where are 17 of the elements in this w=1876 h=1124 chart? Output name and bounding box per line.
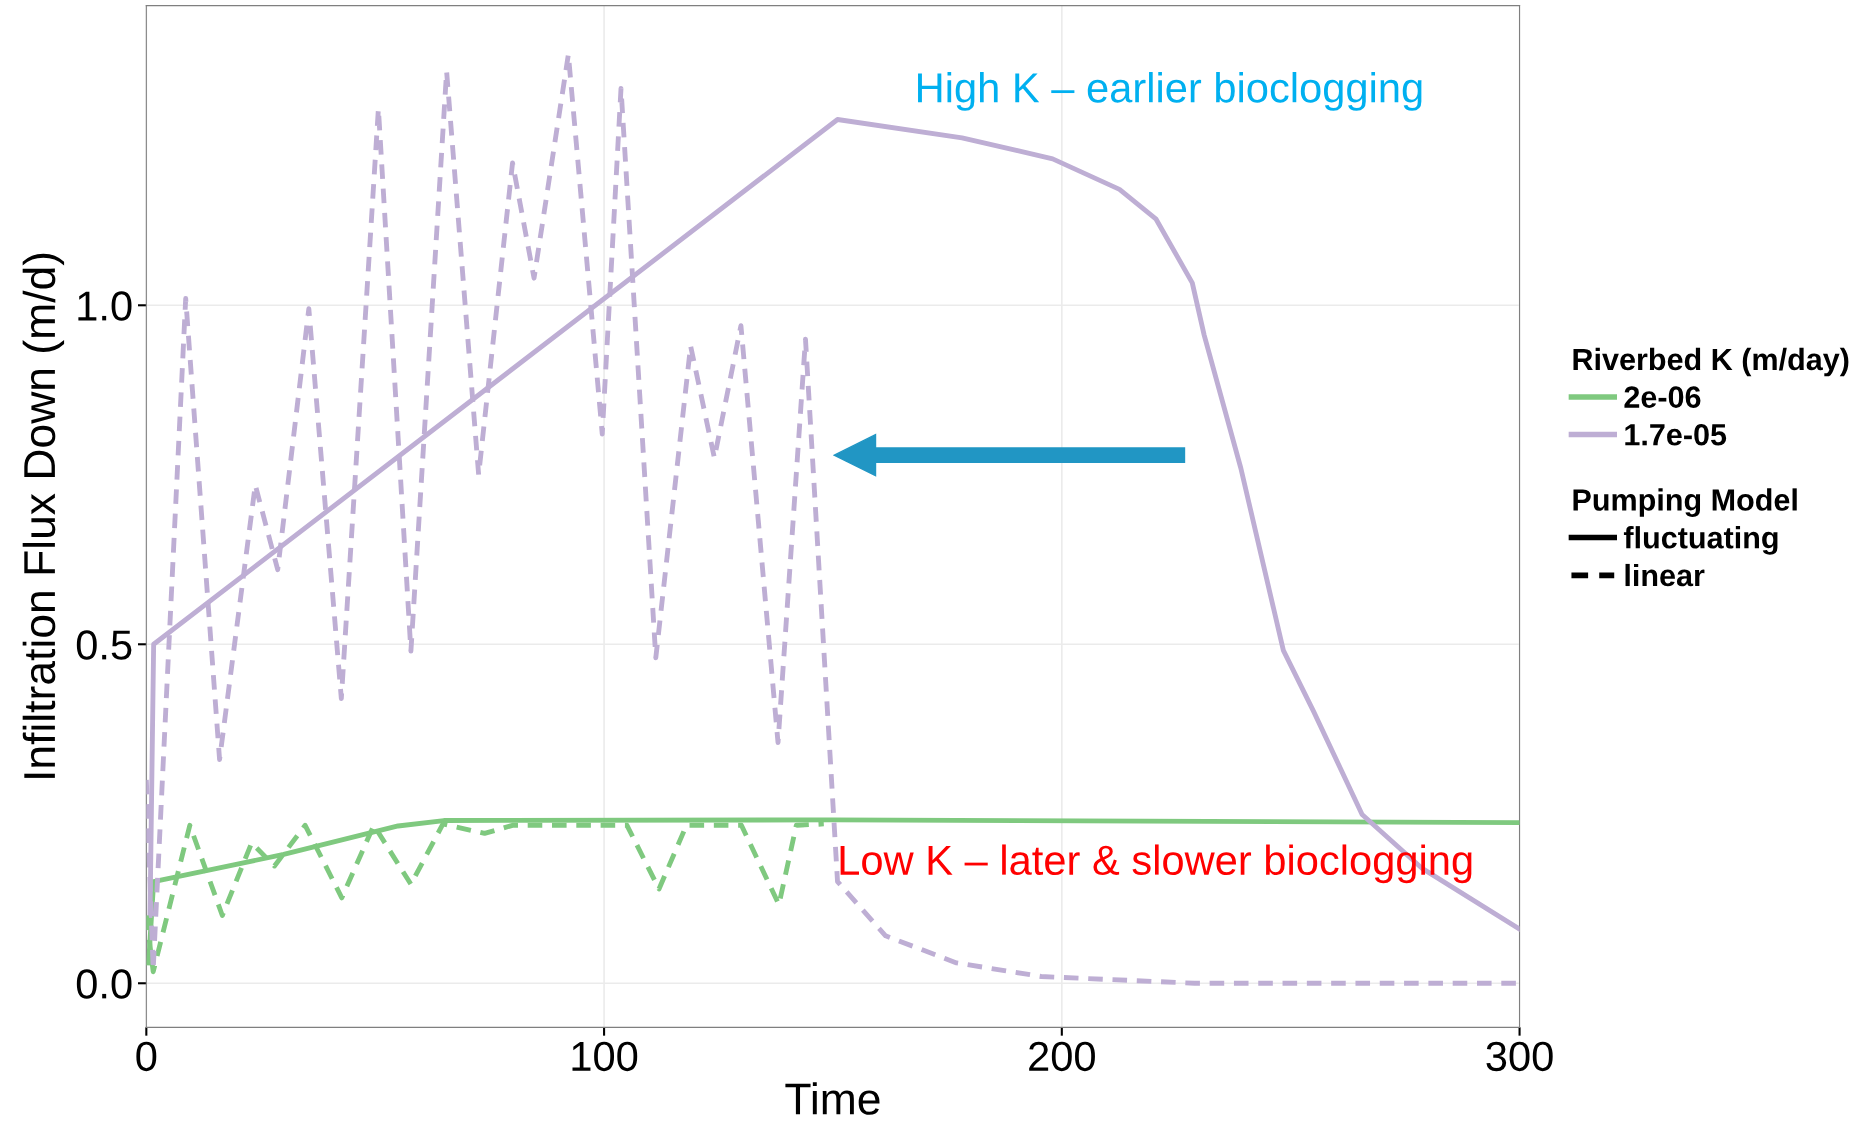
x-tick-label: 200 bbox=[1029, 1041, 1095, 1072]
y-tick-label: 0.5 bbox=[76, 630, 132, 660]
annotation: High K – earlier bioclogging bbox=[918, 72, 1422, 111]
x-axis-title: Time bbox=[785, 1082, 880, 1115]
x-tick-label: 300 bbox=[1486, 1041, 1553, 1072]
x-tick-label: 0 bbox=[136, 1041, 157, 1072]
y-tick-label: 1.0 bbox=[78, 291, 132, 321]
legend-label: fluctuating bbox=[1623, 526, 1778, 555]
annotation: Low K – later & slower bioclogging bbox=[840, 844, 1472, 884]
legend-label: 1.7e-05 bbox=[1625, 423, 1727, 446]
legend-label: 2e-06 bbox=[1624, 386, 1701, 408]
legend-label: linear bbox=[1625, 563, 1705, 587]
y-axis-title: Infiltration Flux Down (m/d) bbox=[22, 253, 65, 778]
text: Riverbed K (m/day) bbox=[1573, 347, 1849, 377]
y-tick-label: 0.0 bbox=[76, 969, 132, 999]
x-tick-label: 100 bbox=[572, 1041, 638, 1072]
text: Pumping Model bbox=[1573, 488, 1797, 517]
